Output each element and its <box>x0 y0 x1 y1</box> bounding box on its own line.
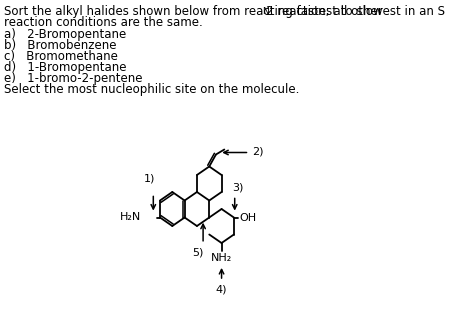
Text: d)   1-Bromopentane: d) 1-Bromopentane <box>4 61 127 74</box>
Text: NH₂: NH₂ <box>211 253 232 263</box>
Text: 2): 2) <box>252 147 264 157</box>
Text: 4): 4) <box>216 285 228 295</box>
Text: e)   1-bromo-2-pentene: e) 1-bromo-2-pentene <box>4 72 143 85</box>
Text: 1): 1) <box>144 173 155 183</box>
Text: b)   Bromobenzene: b) Bromobenzene <box>4 39 117 52</box>
Text: c)   Bromomethane: c) Bromomethane <box>4 50 118 63</box>
Text: a)   2-Bromopentane: a) 2-Bromopentane <box>4 28 127 41</box>
Text: H₂N: H₂N <box>120 212 142 221</box>
Text: 2 reaction; all other: 2 reaction; all other <box>266 5 383 18</box>
Text: Sort the alkyl halides shown below from reacting fastest to slowest in an S: Sort the alkyl halides shown below from … <box>4 5 445 18</box>
Text: 3): 3) <box>232 182 244 193</box>
Text: reaction conditions are the same.: reaction conditions are the same. <box>4 16 203 29</box>
Text: N: N <box>262 7 269 16</box>
Text: OH: OH <box>240 213 257 222</box>
Text: 5): 5) <box>192 248 204 258</box>
Text: Select the most nucleophilic site on the molecule.: Select the most nucleophilic site on the… <box>4 83 300 96</box>
